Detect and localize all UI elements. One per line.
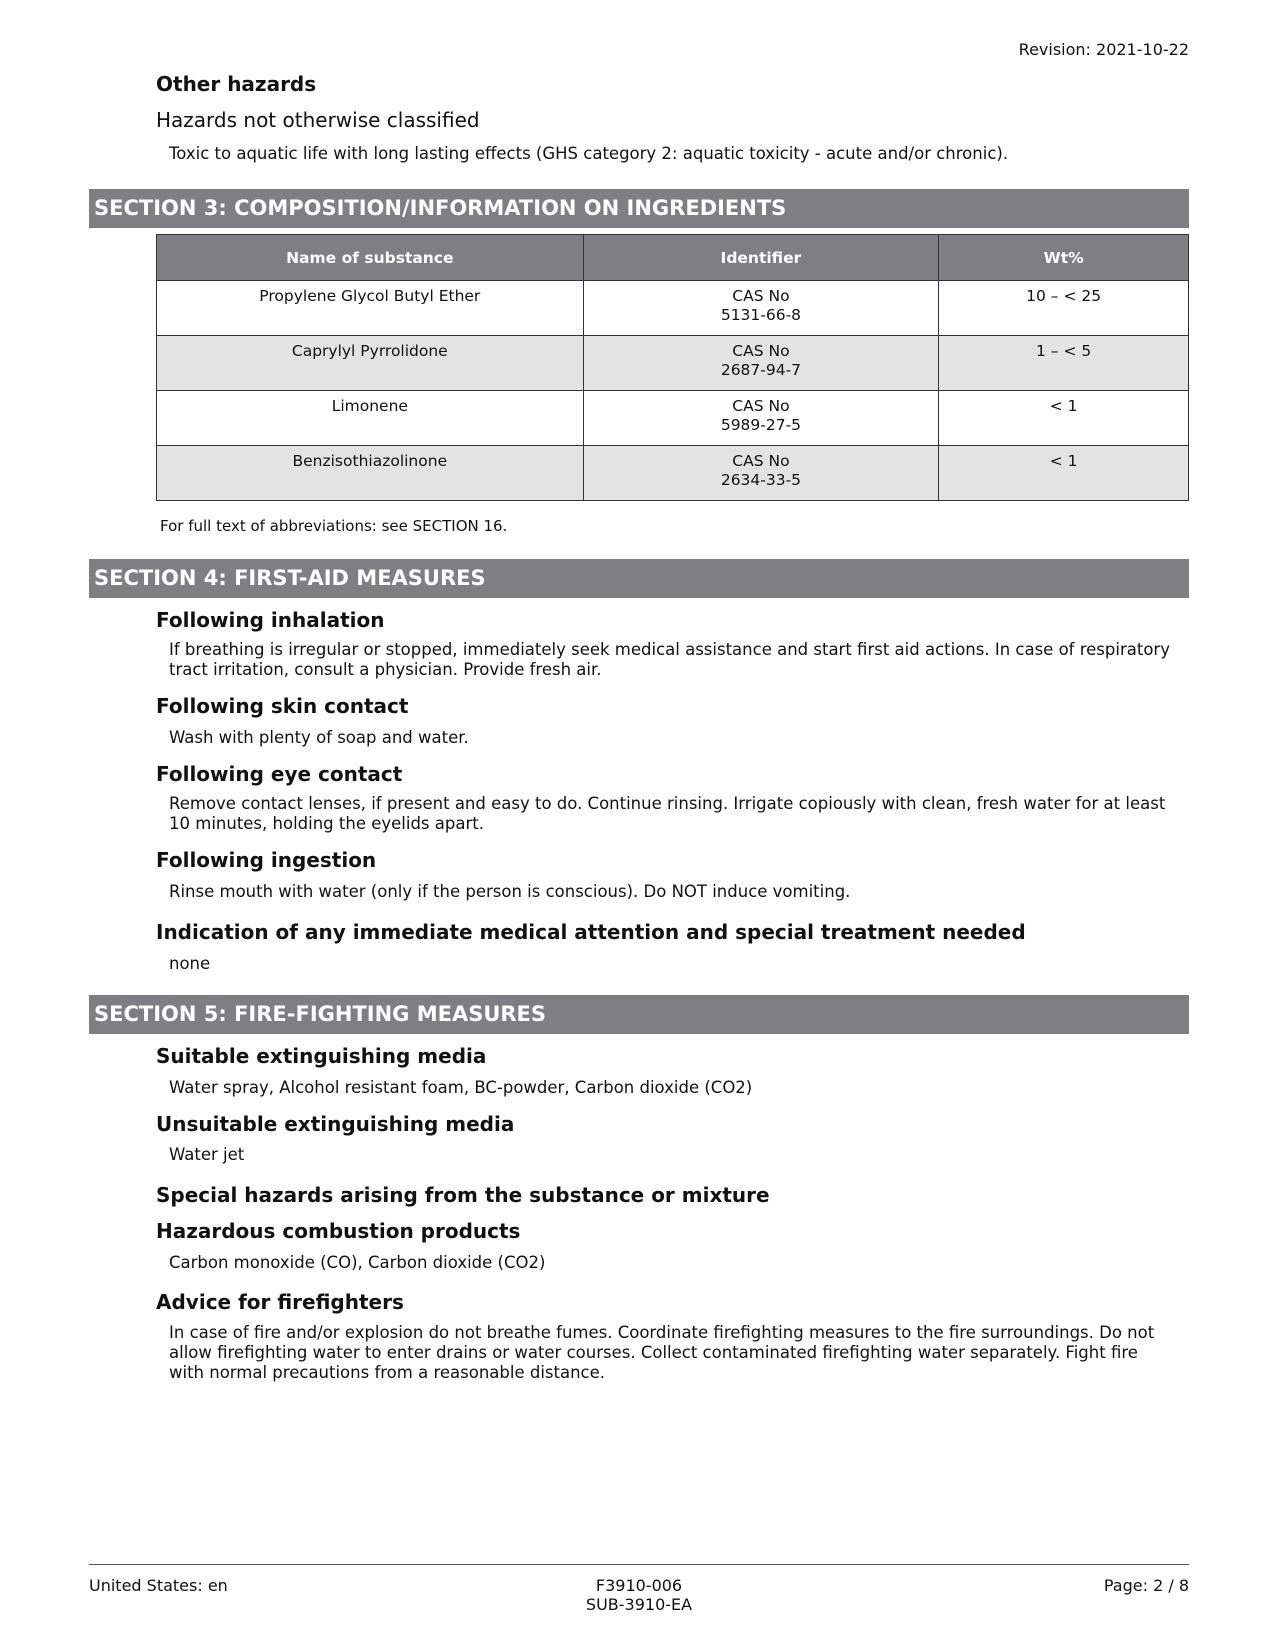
unsuitable-media-heading: Unsuitable extinguishing media (156, 1112, 515, 1136)
ingredients-table: Name of substance Identifier Wt% Propyle… (156, 234, 1189, 501)
section-3-header: SECTION 3: COMPOSITION/INFORMATION ON IN… (89, 189, 1189, 228)
footer-divider (89, 1564, 1189, 1565)
page-number: Page: 2 / 8 (1103, 1576, 1189, 1595)
substance-wt: 10 – < 25 (938, 280, 1189, 336)
skin-contact-heading: Following skin contact (156, 694, 409, 718)
revision-date: Revision: 2021-10-22 (1018, 40, 1189, 59)
table-header-row: Name of substance Identifier Wt% (156, 234, 1189, 281)
special-hazards-heading: Special hazards arising from the substan… (156, 1183, 770, 1207)
eye-contact-text: Remove contact lenses, if present and ea… (169, 794, 1179, 834)
footer-codes: F3910-006 SUB-3910-EA (539, 1576, 739, 1614)
combustion-products-heading: Hazardous combustion products (156, 1219, 521, 1243)
column-header-identifier: Identifier (582, 234, 940, 281)
text-line: with normal precautions from a reasonabl… (169, 1363, 606, 1382)
substance-wt: 1 – < 5 (938, 335, 1189, 391)
text-line: allow firefighting water to enter drains… (169, 1343, 1138, 1362)
firefighters-advice-heading: Advice for firefighters (156, 1290, 404, 1314)
cas-number: 5989-27-5 (720, 416, 802, 434)
text-line: In case of fire and/or explosion do not … (169, 1323, 1155, 1342)
unsuitable-media-text: Water jet (169, 1145, 245, 1164)
eye-contact-heading: Following eye contact (156, 762, 403, 786)
column-header-name: Name of substance (156, 234, 584, 281)
substance-identifier: CAS No 5989-27-5 (582, 390, 940, 446)
document-code: F3910-006 (595, 1576, 683, 1595)
other-hazards-heading: Other hazards (156, 72, 317, 96)
combustion-products-text: Carbon monoxide (CO), Carbon dioxide (CO… (169, 1253, 546, 1272)
substance-identifier: CAS No 2634-33-5 (582, 445, 940, 501)
table-row: Propylene Glycol Butyl Ether CAS No 5131-… (156, 280, 1189, 336)
table-row: Caprylyl Pyrrolidone CAS No 2687-94-7 1 –… (156, 335, 1189, 391)
cas-number: 5131-66-8 (720, 306, 802, 324)
substance-identifier: CAS No 5131-66-8 (582, 280, 940, 336)
product-code: SUB-3910-EA (585, 1595, 693, 1614)
ingestion-heading: Following ingestion (156, 848, 377, 872)
substance-name: Caprylyl Pyrrolidone (156, 335, 584, 391)
cas-number: 2687-94-7 (720, 361, 802, 379)
identifier-type: CAS No (732, 287, 790, 305)
other-hazards-text: Toxic to aquatic life with long lasting … (169, 144, 1009, 163)
table-row: Benzisothiazolinone CAS No 2634-33-5 < 1 (156, 445, 1189, 501)
section-4-header: SECTION 4: FIRST-AID MEASURES (89, 559, 1189, 598)
section-5-header: SECTION 5: FIRE-FIGHTING MEASURES (89, 995, 1189, 1034)
text-line: tract irritation, consult a physician. P… (169, 660, 602, 679)
substance-wt: < 1 (938, 390, 1189, 446)
substance-name: Propylene Glycol Butyl Ether (156, 280, 584, 336)
identifier-type: CAS No (732, 452, 790, 470)
abbreviations-footnote: For full text of abbreviations: see SECT… (160, 517, 508, 535)
inhalation-heading: Following inhalation (156, 608, 385, 632)
medical-attention-heading: Indication of any immediate medical atte… (156, 920, 1026, 944)
skin-contact-text: Wash with plenty of soap and water. (169, 728, 469, 747)
inhalation-text: If breathing is irregular or stopped, im… (169, 640, 1179, 680)
ingestion-text: Rinse mouth with water (only if the pers… (169, 882, 851, 901)
identifier-type: CAS No (732, 342, 790, 360)
suitable-media-heading: Suitable extinguishing media (156, 1044, 487, 1068)
cas-number: 2634-33-5 (720, 471, 802, 489)
column-header-wt: Wt% (938, 234, 1189, 281)
firefighters-advice-text: In case of fire and/or explosion do not … (169, 1323, 1179, 1383)
suitable-media-text: Water spray, Alcohol resistant foam, BC-… (169, 1078, 753, 1097)
medical-attention-text: none (169, 954, 211, 973)
text-line: Remove contact lenses, if present and ea… (169, 794, 1166, 813)
substance-wt: < 1 (938, 445, 1189, 501)
identifier-type: CAS No (732, 397, 790, 415)
text-line: 10 minutes, holding the eyelids apart. (169, 814, 484, 833)
footer-locale: United States: en (89, 1576, 228, 1595)
text-line: If breathing is irregular or stopped, im… (169, 640, 1170, 659)
other-hazards-subheading: Hazards not otherwise classified (156, 108, 480, 132)
substance-identifier: CAS No 2687-94-7 (582, 335, 940, 391)
substance-name: Benzisothiazolinone (156, 445, 584, 501)
substance-name: Limonene (156, 390, 584, 446)
table-row: Limonene CAS No 5989-27-5 < 1 (156, 390, 1189, 446)
